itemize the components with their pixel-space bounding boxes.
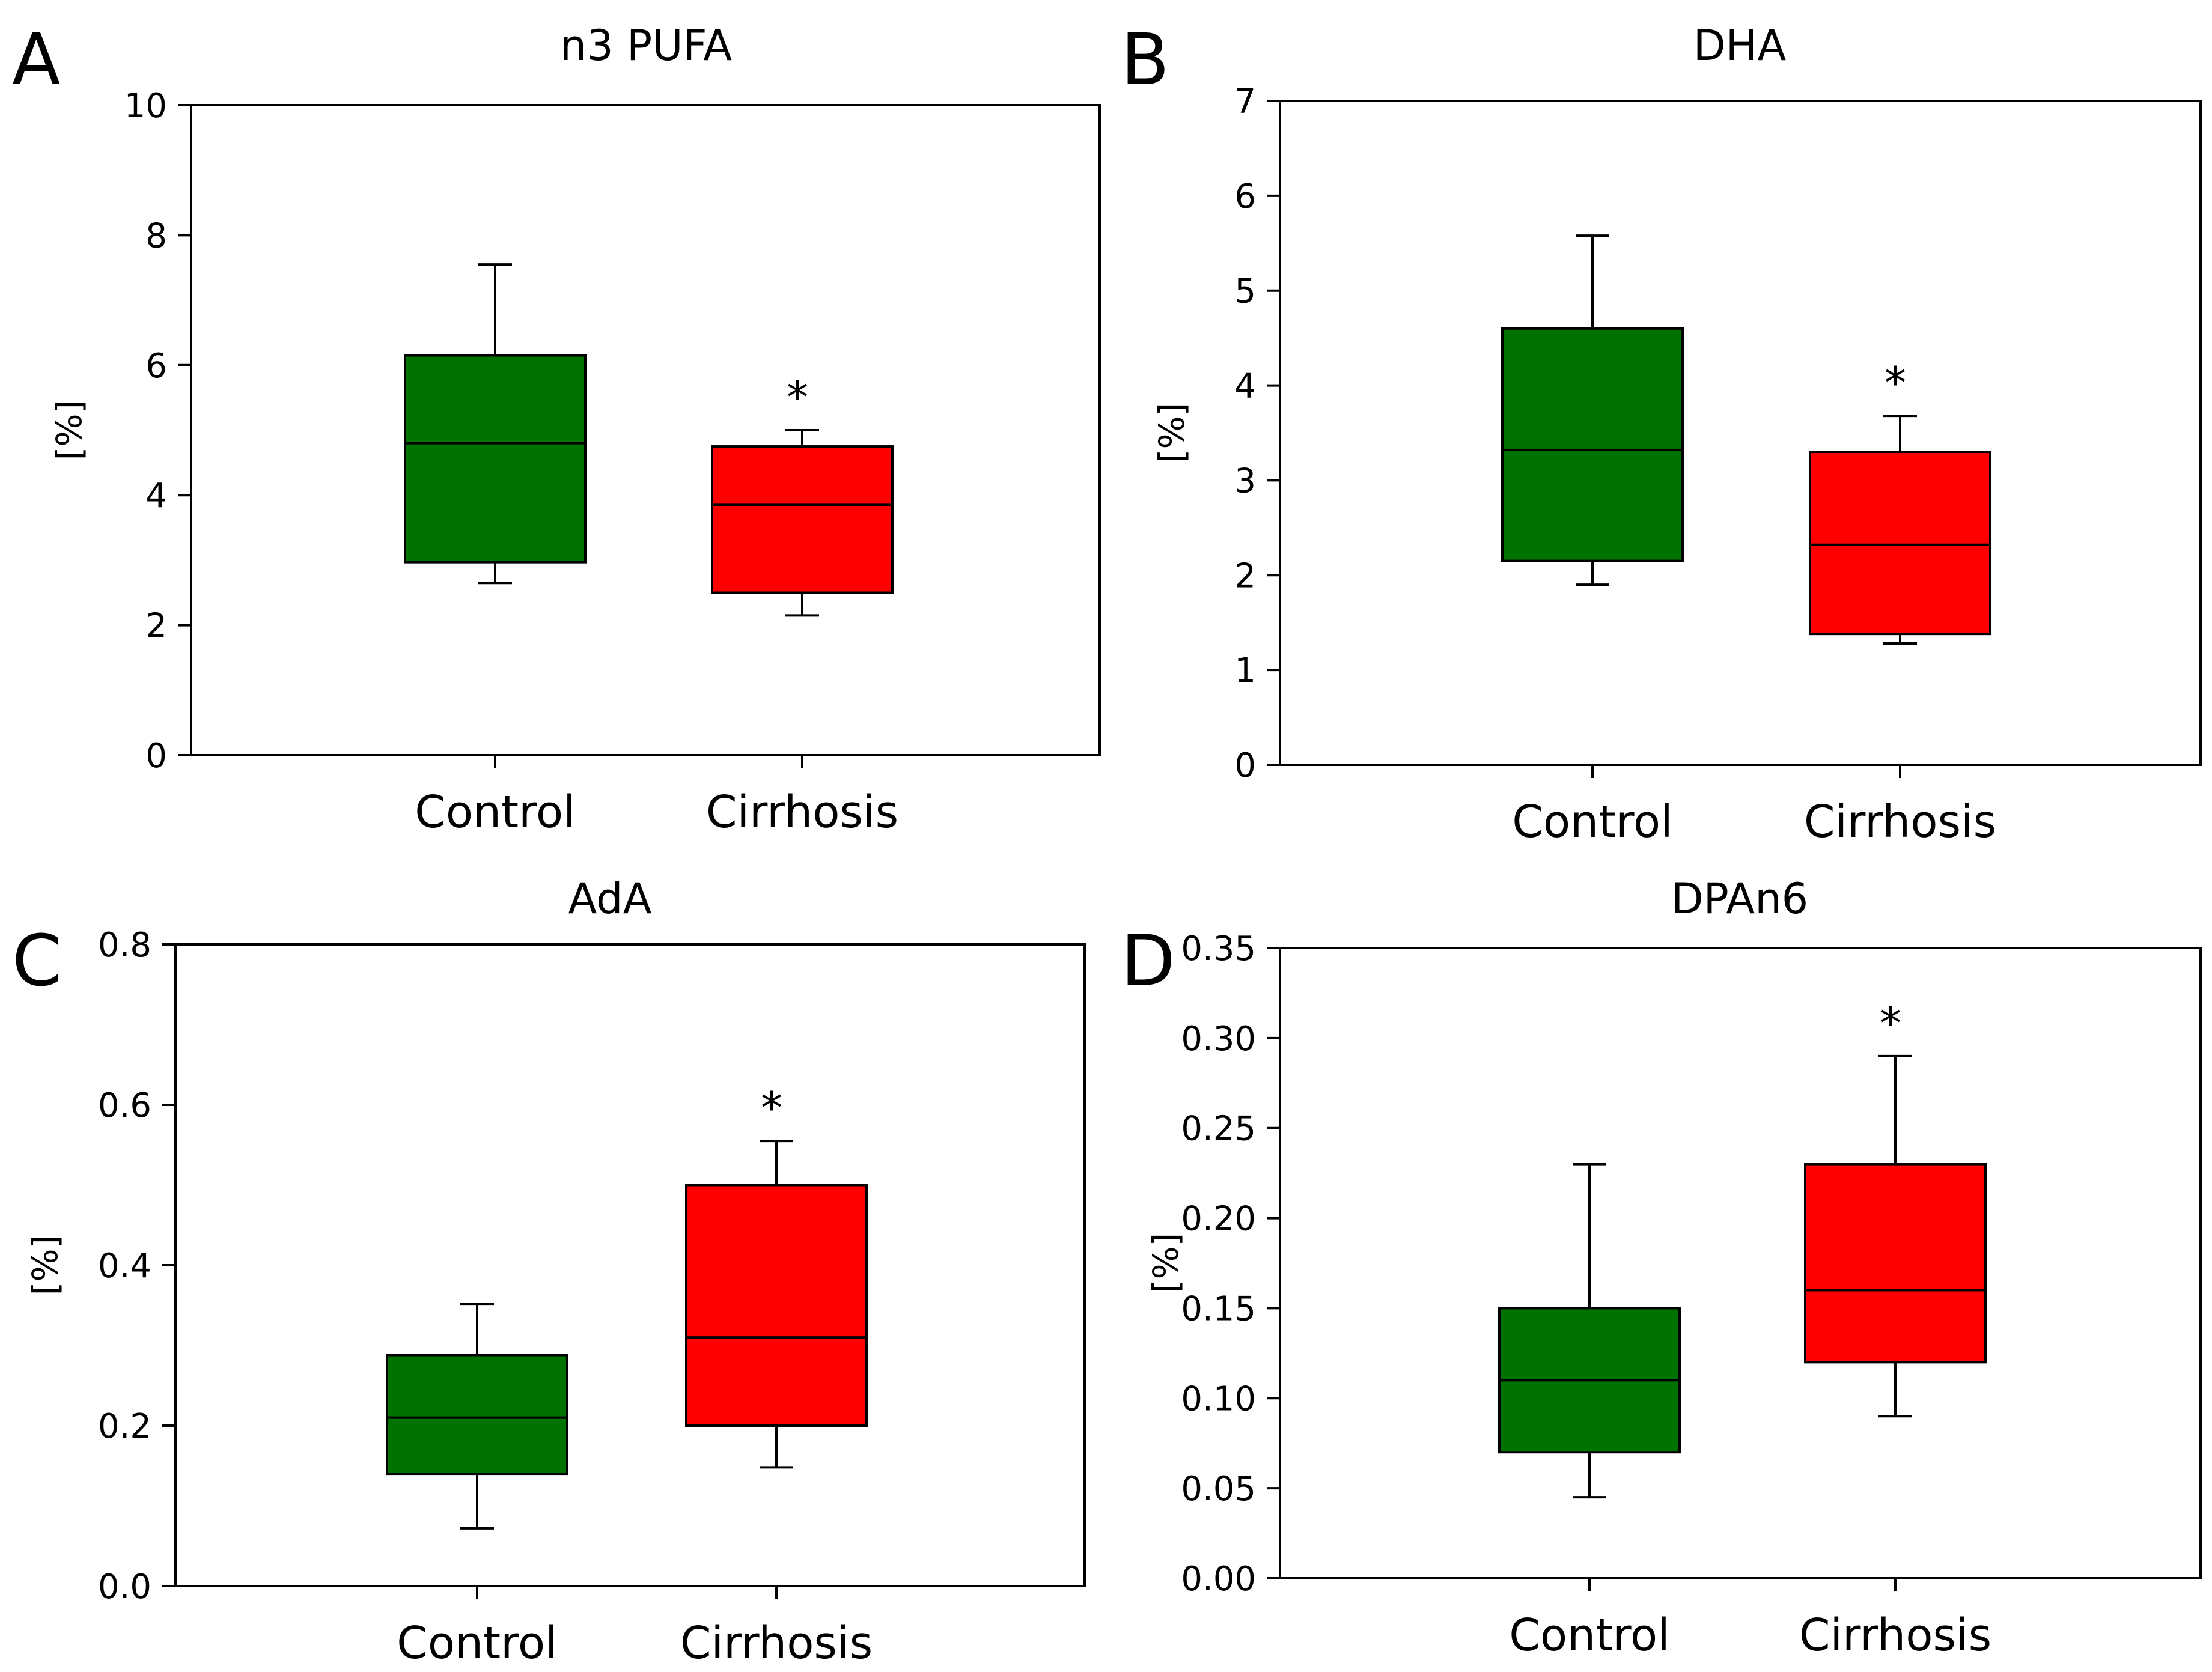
box-cirrhosis: Cirrhosis *	[706, 372, 898, 838]
plot-frame	[174, 943, 1086, 1587]
y-tick-label: 1	[1234, 651, 1256, 690]
y-tick-label: 2	[145, 607, 167, 646]
x-tick-label: Control	[397, 1617, 558, 1669]
iqr-box	[1809, 451, 1991, 636]
panel-letter: C	[12, 919, 61, 1002]
panel-c: C AdA [%] 0.0 0.2 0.4 0.6 0.8 Control Cirrhosis *	[12, 874, 1086, 1669]
box-cirrhosis: Cirrhosis *	[1799, 998, 1991, 1661]
y-tick-label: 0	[145, 737, 167, 776]
y-tick-label: 0.20	[1181, 1200, 1256, 1239]
x-tick-label: Control	[415, 786, 576, 838]
y-axis-label: [%]	[25, 1235, 66, 1295]
chart-title: n3 PUFA	[560, 21, 732, 70]
y-tick-label: 0.4	[98, 1247, 151, 1286]
y-tick-label: 2	[1234, 556, 1256, 595]
y-tick-label: 10	[124, 87, 167, 126]
box-control: Control	[1501, 234, 1684, 848]
iqr-box	[386, 1354, 568, 1476]
y-tick-label: 0.10	[1181, 1379, 1256, 1418]
y-axis-label: [%]	[1145, 1233, 1186, 1293]
box-control: Control	[404, 263, 587, 838]
box-control: Control	[1498, 1163, 1681, 1661]
box-cirrhosis: Cirrhosis *	[680, 1083, 873, 1669]
y-tick-label: 0.8	[98, 926, 151, 965]
y-tick-label: 5	[1234, 272, 1256, 311]
panel-letter: A	[12, 18, 61, 101]
y-tick-label: 0.15	[1181, 1289, 1256, 1328]
iqr-box	[1804, 1163, 1987, 1364]
plot-frame	[1279, 947, 2202, 1579]
y-tick-label: 0.00	[1181, 1560, 1256, 1599]
significance-marker: *	[1884, 357, 1906, 408]
x-tick-label: Cirrhosis	[1804, 796, 1996, 848]
x-tick-label: Cirrhosis	[706, 786, 898, 838]
box-cirrhosis: Cirrhosis *	[1804, 357, 1996, 848]
y-tick-label: 0.6	[98, 1086, 151, 1125]
x-tick-label: Control	[1512, 796, 1673, 848]
y-tick-label: 0.30	[1181, 1020, 1256, 1059]
x-tick-label: Cirrhosis	[680, 1617, 873, 1669]
y-tick-label: 0.2	[98, 1407, 151, 1446]
chart-title: DHA	[1693, 21, 1787, 70]
panel-letter: D	[1121, 919, 1175, 1002]
plot-frame	[1279, 100, 2202, 766]
y-tick-label: 0.05	[1181, 1470, 1256, 1509]
y-tick-label: 0.0	[98, 1567, 151, 1607]
significance-marker: *	[1880, 998, 1901, 1048]
y-tick-label: 6	[145, 347, 167, 386]
y-tick-label: 0	[1234, 746, 1256, 785]
panel-letter: B	[1121, 18, 1169, 101]
iqr-box	[1501, 327, 1684, 562]
chart-title: DPAn6	[1671, 874, 1808, 923]
x-tick-label: Control	[1509, 1610, 1670, 1661]
y-tick-label: 6	[1234, 177, 1256, 216]
iqr-box	[685, 1184, 868, 1427]
panel-b: B DHA [%] 0 1 2 3 4 5 6 7 Control Cirrhosis *	[1121, 18, 2202, 848]
y-tick-label: 4	[145, 476, 167, 515]
iqr-box	[404, 354, 587, 564]
y-tick-label: 3	[1234, 461, 1256, 500]
box-control: Control	[386, 1303, 568, 1669]
y-tick-label: 0.25	[1181, 1110, 1256, 1149]
iqr-box	[711, 445, 894, 594]
plot-frame	[190, 104, 1101, 756]
y-axis-label: [%]	[49, 400, 90, 460]
y-axis-label: [%]	[1151, 403, 1192, 463]
chart-title: AdA	[568, 874, 652, 923]
y-tick-label: 8	[145, 216, 167, 255]
significance-marker: *	[761, 1083, 782, 1133]
x-tick-label: Cirrhosis	[1799, 1610, 1991, 1661]
y-tick-label: 7	[1234, 82, 1256, 121]
significance-marker: *	[787, 372, 808, 422]
y-tick-label: 0.35	[1181, 929, 1256, 968]
y-tick-label: 4	[1234, 367, 1256, 406]
panel-d: D DPAn6 [%] 0.00 0.05 0.10 0.15 0.20 0.25 0.30 0.3…	[1121, 874, 2202, 1661]
